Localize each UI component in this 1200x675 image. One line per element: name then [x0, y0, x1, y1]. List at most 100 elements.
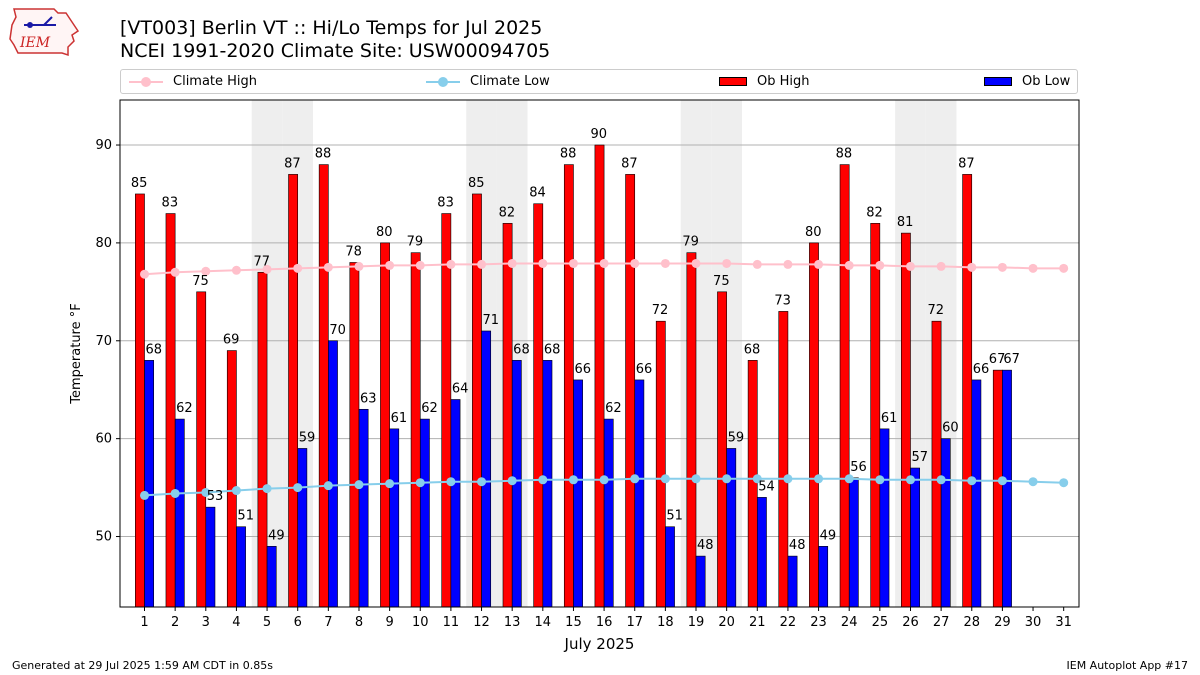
x-tick-label-9: 9 — [385, 615, 393, 630]
label-ob-low-14: 68 — [544, 342, 561, 357]
climate-low-point-31 — [1059, 478, 1069, 488]
label-ob-high-14: 84 — [529, 186, 546, 201]
label-ob-high-17: 87 — [621, 156, 638, 171]
x-tick-label-17: 17 — [626, 615, 643, 630]
climate-low-point-11 — [446, 477, 456, 487]
climate-high-point-10 — [415, 260, 425, 270]
climate-high-point-27 — [936, 261, 946, 271]
climate-high-point-15 — [568, 258, 578, 268]
bar-ob-high-15 — [563, 164, 574, 608]
bar-ob-low-11 — [450, 399, 461, 608]
climate-high-point-25 — [875, 260, 885, 270]
bar-ob-high-24 — [839, 164, 850, 608]
bar-ob-high-13 — [502, 223, 513, 608]
bar-ob-low-29 — [1002, 369, 1012, 608]
climate-low-point-17 — [630, 474, 640, 484]
climate-low-point-10 — [415, 478, 425, 488]
bar-ob-low-26 — [910, 467, 920, 608]
label-ob-high-4: 69 — [223, 333, 240, 348]
legend-label-ob-high: Ob High — [757, 74, 810, 89]
x-tick-label-27: 27 — [933, 615, 950, 630]
climate-low-point-19 — [691, 474, 701, 484]
climate-high-point-23 — [814, 259, 824, 269]
climate-high-point-21 — [752, 259, 762, 269]
y-tick-label-80: 80 — [95, 236, 112, 251]
iem-logo: IEM — [9, 8, 80, 57]
legend-label-ob-low: Ob Low — [1022, 74, 1071, 89]
y-tick-label-90: 90 — [95, 138, 112, 153]
label-ob-high-19: 79 — [682, 235, 699, 250]
y-tick-label-70: 70 — [95, 334, 112, 349]
climate-high-point-5 — [262, 264, 272, 274]
bar-ob-low-4 — [236, 526, 246, 608]
climate-low-point-30 — [1028, 477, 1038, 487]
x-tick-label-19: 19 — [688, 615, 705, 630]
climate-high-point-4 — [231, 265, 241, 275]
bar-ob-high-16 — [594, 144, 605, 608]
climate-high-point-18 — [660, 258, 670, 268]
bar-ob-low-27 — [940, 438, 951, 608]
climate-high-point-30 — [1028, 263, 1038, 273]
bar-ob-high-20 — [717, 291, 727, 608]
bar-ob-low-10 — [419, 418, 430, 608]
x-tick-label-21: 21 — [749, 615, 766, 630]
x-tick-label-31: 31 — [1055, 615, 1072, 630]
label-ob-high-25: 82 — [866, 205, 883, 220]
bar-ob-low-6 — [297, 448, 308, 608]
bar-ob-high-21 — [747, 360, 758, 608]
label-ob-high-3: 75 — [192, 274, 209, 289]
climate-high-point-26 — [905, 261, 915, 271]
bar-ob-low-17 — [634, 379, 645, 608]
climate-low-point-20 — [722, 474, 732, 484]
label-ob-high-29: 67 — [989, 352, 1006, 367]
bar-ob-high-9 — [380, 242, 390, 608]
climate-high-point-19 — [691, 258, 701, 268]
label-ob-low-22: 48 — [789, 538, 806, 553]
climate-high-point-11 — [446, 259, 456, 269]
x-tick-label-23: 23 — [810, 615, 827, 630]
x-tick-label-25: 25 — [872, 615, 889, 630]
bar-ob-low-24 — [848, 477, 859, 608]
x-tick-label-2: 2 — [171, 615, 179, 630]
x-tick-label-1: 1 — [140, 615, 148, 630]
bar-ob-low-25 — [879, 428, 890, 608]
label-ob-low-17: 66 — [636, 362, 653, 377]
climate-low-point-3 — [201, 487, 211, 497]
x-tick-label-8: 8 — [355, 615, 363, 630]
legend-item-ob-high: Ob High — [719, 70, 810, 93]
label-ob-low-18: 51 — [666, 509, 683, 524]
bar-ob-high-28 — [962, 174, 973, 608]
climate-low-point-23 — [814, 474, 824, 484]
climate-low-point-25 — [875, 475, 885, 485]
label-ob-low-13: 68 — [513, 342, 530, 357]
bar-ob-high-29 — [992, 369, 1003, 608]
climate-high-point-12 — [477, 259, 487, 269]
y-tick-label-50: 50 — [95, 530, 112, 545]
x-tick-label-16: 16 — [596, 615, 613, 630]
legend-item-climate-low: Climate Low — [426, 70, 550, 93]
bar-ob-low-19 — [695, 555, 706, 608]
legend-label-climate-low: Climate Low — [470, 74, 550, 89]
climate-low-point-29 — [997, 476, 1007, 486]
bar-ob-high-23 — [809, 242, 819, 608]
label-ob-high-15: 88 — [560, 147, 577, 162]
chart-title: [VT003] Berlin VT :: Hi/Lo Temps for Jul… — [120, 17, 543, 39]
x-tick-label-20: 20 — [718, 615, 735, 630]
bar-ob-low-8 — [358, 408, 369, 608]
chart-subtitle: NCEI 1991-2020 Climate Site: USW00094705 — [120, 40, 551, 62]
climate-high-point-9 — [385, 260, 395, 270]
label-ob-high-6: 87 — [284, 156, 301, 171]
climate-high-point-13 — [507, 258, 517, 268]
bar-ob-high-12 — [472, 193, 482, 608]
climate-high-point-20 — [722, 258, 732, 268]
label-ob-high-22: 73 — [774, 293, 791, 308]
bar-ob-low-9 — [389, 428, 400, 608]
climate-low-point-14 — [538, 475, 548, 485]
bar-ob-low-16 — [603, 418, 614, 608]
climate-low-point-21 — [752, 474, 762, 484]
label-ob-high-18: 72 — [652, 303, 669, 318]
x-tick-label-13: 13 — [504, 615, 521, 630]
label-ob-high-2: 83 — [162, 196, 179, 211]
label-ob-low-3: 53 — [207, 489, 224, 504]
bar-ob-high-27 — [931, 320, 942, 608]
